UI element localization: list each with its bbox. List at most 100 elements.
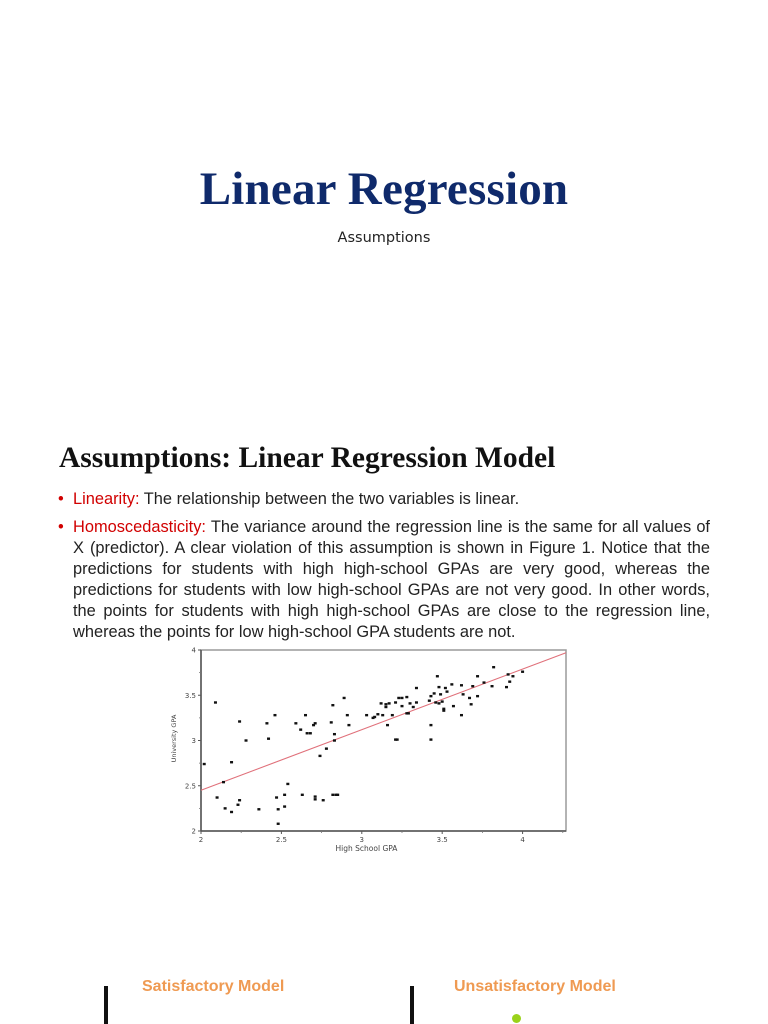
bullet-text: The variance around the regression line … xyxy=(73,518,710,641)
data-point xyxy=(505,685,509,689)
data-point xyxy=(459,713,463,717)
x-tick-label: 2.5 xyxy=(276,836,287,844)
data-point xyxy=(223,807,227,810)
data-point xyxy=(405,695,409,699)
data-point xyxy=(267,737,271,740)
data-point xyxy=(437,702,441,705)
data-point xyxy=(312,723,316,727)
data-point xyxy=(331,704,335,707)
data-point xyxy=(365,713,369,717)
data-point xyxy=(213,701,217,704)
data-point xyxy=(459,684,463,687)
data-point xyxy=(429,694,433,698)
data-point xyxy=(482,681,486,684)
data-point xyxy=(313,722,317,725)
data-point xyxy=(305,732,309,735)
data-point xyxy=(275,796,279,799)
y-tick-label: 2 xyxy=(192,828,196,836)
title-slide: Linear Regression Assumptions xyxy=(0,0,768,420)
data-point xyxy=(471,685,475,688)
bullet-term: Homoscedasticity: xyxy=(73,518,206,536)
scatter-chart: 2 2.5 3 3.5 4 2 2.5 3 3.5 4 High School GPA Univers… xyxy=(170,647,567,854)
data-point xyxy=(283,793,287,796)
x-tick-label: 3.5 xyxy=(437,836,448,844)
data-point xyxy=(294,722,298,725)
data-point xyxy=(276,808,280,811)
data-point xyxy=(332,739,336,742)
data-point xyxy=(394,738,398,741)
data-point xyxy=(443,686,447,690)
data-point xyxy=(313,795,317,798)
data-point xyxy=(273,713,277,717)
axis-labels: 2 2.5 3 3.5 4 2 2.5 3 3.5 4 High School GPA Univers… xyxy=(170,647,525,854)
data-point xyxy=(308,732,312,735)
data-point xyxy=(381,713,385,717)
bullet-term: Linearity: xyxy=(73,490,140,508)
x-axis-label: High School GPA xyxy=(336,844,399,853)
data-point xyxy=(439,693,443,696)
section-heading: Assumptions: Linear Regression Model xyxy=(59,442,556,474)
right-axis-bar xyxy=(410,986,414,1024)
x-tick-label: 3 xyxy=(360,836,364,844)
data-point xyxy=(376,713,380,716)
data-point xyxy=(468,696,472,700)
data-point xyxy=(414,686,418,690)
y-tick-label: 4 xyxy=(192,647,197,655)
data-point xyxy=(408,702,412,705)
data-point xyxy=(405,712,409,715)
data-point xyxy=(334,793,338,796)
data-point xyxy=(379,702,383,705)
y-tick-label: 2.5 xyxy=(185,782,196,790)
data-point xyxy=(400,696,404,700)
data-point xyxy=(511,675,515,678)
bullet-linearity: • Linearity: The relationship between th… xyxy=(58,489,710,510)
data-point xyxy=(373,715,377,719)
data-point xyxy=(390,713,394,717)
bullet-text: The relationship between the two variabl… xyxy=(139,490,520,508)
data-point xyxy=(371,716,375,720)
y-tick-label: 3 xyxy=(192,737,196,745)
data-point xyxy=(437,685,441,689)
data-point xyxy=(336,793,340,796)
data-point xyxy=(508,680,512,683)
data-point xyxy=(427,699,431,702)
x-tick-label: 4 xyxy=(520,836,525,844)
data-point xyxy=(236,803,240,806)
data-point xyxy=(411,705,415,709)
data-point xyxy=(414,701,418,704)
y-axis-label: University GPA xyxy=(170,714,178,762)
data-point xyxy=(329,721,333,724)
data-point xyxy=(321,799,325,802)
data-point xyxy=(202,762,206,766)
data-point xyxy=(461,693,465,696)
data-point xyxy=(440,700,444,703)
data-point xyxy=(445,690,449,693)
data-point xyxy=(521,670,525,673)
data-point xyxy=(300,793,304,796)
data-point xyxy=(492,665,496,669)
data-point xyxy=(313,798,317,801)
data-point xyxy=(476,694,480,698)
data-point xyxy=(434,701,438,704)
data-point xyxy=(332,732,336,736)
data-point xyxy=(222,780,226,784)
data-point xyxy=(384,705,388,709)
data-point xyxy=(318,754,322,758)
data-point xyxy=(387,702,391,705)
data-point xyxy=(406,712,410,715)
bullet-homoscedasticity: • Homoscedasticity: The variance around … xyxy=(58,517,710,643)
data-point xyxy=(331,793,335,796)
data-point xyxy=(476,675,480,678)
data-point xyxy=(286,782,290,786)
bullet-dot-icon: • xyxy=(58,490,64,508)
unsatisfactory-model-label: Unsatisfactory Model xyxy=(454,978,616,995)
data-point xyxy=(304,713,308,717)
data-point xyxy=(394,701,398,704)
data-point xyxy=(451,704,455,708)
data-point xyxy=(386,723,390,727)
data-point xyxy=(238,720,242,723)
y-tick-label: 3.5 xyxy=(185,692,196,700)
data-point xyxy=(276,822,280,825)
data-point xyxy=(230,810,234,814)
data-point xyxy=(442,707,446,711)
